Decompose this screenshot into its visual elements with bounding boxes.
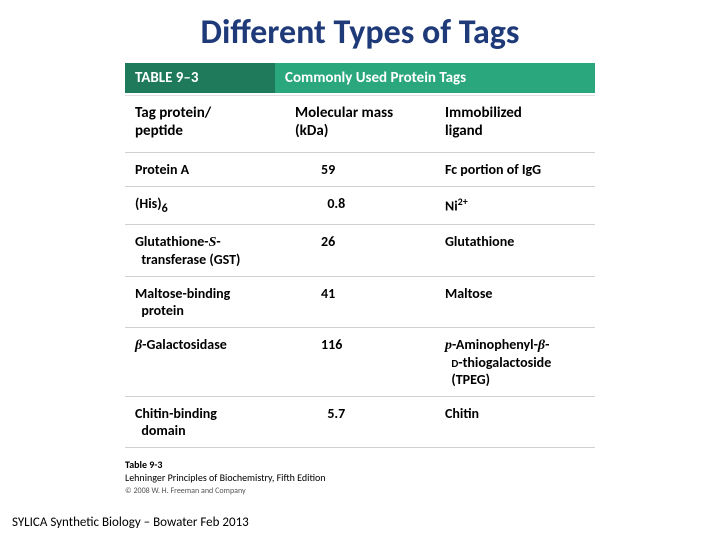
cell-ligand: p-Aminophenyl-β- D-thiogalactoside (TPEG… xyxy=(435,328,595,396)
cell-mass: 116 xyxy=(285,328,435,396)
cell-ligand: Chitin xyxy=(435,397,595,447)
col-header-mass: Molecular mass(kDa) xyxy=(285,96,435,152)
table-title: Commonly Used Protein Tags xyxy=(275,63,595,93)
cell-mass: 26 xyxy=(285,225,435,276)
slide-title: Different Types of Tags xyxy=(0,12,720,53)
cell-ligand: Fc portion of IgG xyxy=(435,153,595,186)
table-body: Protein A59Fc portion of IgG(His)6 0.8Ni… xyxy=(125,152,595,448)
cell-mass: 59 xyxy=(285,153,435,186)
cell-tag: β-Galactosidase xyxy=(125,328,285,396)
table-header-bar: TABLE 9–3 Commonly Used Protein Tags xyxy=(125,61,595,95)
cell-ligand: Ni2+ xyxy=(435,187,595,224)
column-headers: Tag protein/peptide Molecular mass(kDa) … xyxy=(125,95,595,152)
table-row: β-Galactosidase116p-Aminophenyl-β- D-thi… xyxy=(125,327,595,396)
col-header-ligand: Immobilizedligand xyxy=(435,96,595,152)
figure-caption: Table 9-3 Lehninger Principles of Bioche… xyxy=(125,458,595,484)
cell-tag: Glutathione-S- transferase (GST) xyxy=(125,225,285,276)
cell-mass: 0.8 xyxy=(285,187,435,224)
table-figure: TABLE 9–3 Commonly Used Protein Tags Tag… xyxy=(125,61,595,496)
caption-book: Lehninger Principles of Biochemistry, Fi… xyxy=(125,471,326,484)
table-number: TABLE 9–3 xyxy=(125,63,275,93)
cell-mass: 5.7 xyxy=(285,397,435,447)
copyright: © 2008 W. H. Freeman and Company xyxy=(125,486,595,496)
table-row: (His)6 0.8Ni2+ xyxy=(125,186,595,224)
table-row: Glutathione-S- transferase (GST)26Glutat… xyxy=(125,224,595,276)
cell-ligand: Glutathione xyxy=(435,225,595,276)
slide-footer: SYLICA Synthetic Biology – Bowater Feb 2… xyxy=(12,515,249,530)
cell-tag: Protein A xyxy=(125,153,285,186)
cell-ligand: Maltose xyxy=(435,277,595,327)
col-header-tag: Tag protein/peptide xyxy=(125,96,285,152)
slide: Different Types of Tags TABLE 9–3 Common… xyxy=(0,0,720,540)
caption-table-num: Table 9-3 xyxy=(125,458,162,471)
cell-tag: (His)6 xyxy=(125,187,285,224)
cell-tag: Chitin-binding domain xyxy=(125,397,285,447)
table-row: Chitin-binding domain 5.7Chitin xyxy=(125,396,595,448)
cell-tag: Maltose-binding protein xyxy=(125,277,285,327)
table-row: Protein A59Fc portion of IgG xyxy=(125,152,595,186)
table-row: Maltose-binding protein41Maltose xyxy=(125,276,595,327)
cell-mass: 41 xyxy=(285,277,435,327)
